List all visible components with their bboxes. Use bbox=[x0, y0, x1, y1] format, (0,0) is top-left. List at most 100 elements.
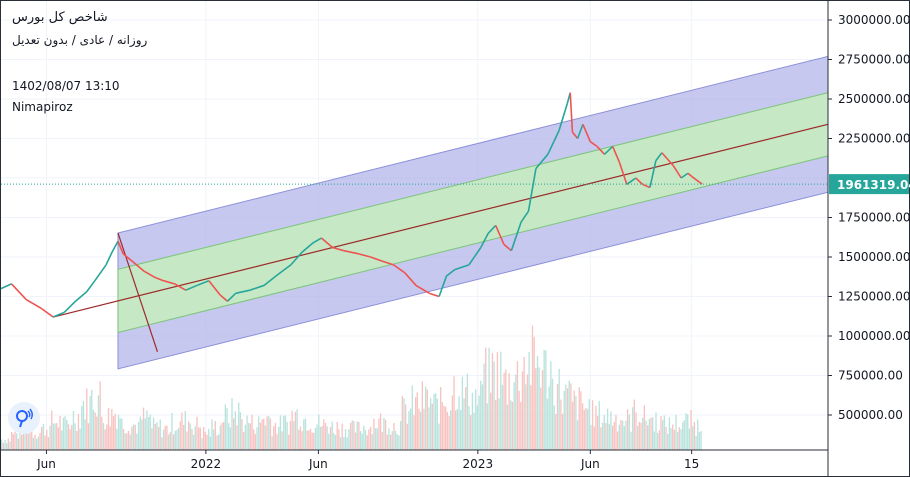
price-segment bbox=[25, 298, 42, 310]
volume-bar bbox=[618, 424, 620, 450]
price-segment bbox=[208, 280, 221, 296]
volume-bar bbox=[104, 429, 106, 450]
volume-bar bbox=[59, 415, 61, 450]
price-segment bbox=[649, 160, 657, 188]
volume-bar bbox=[668, 417, 671, 450]
price-segment bbox=[117, 240, 124, 255]
time-tick-label: 2023 bbox=[463, 457, 494, 471]
volume-bar bbox=[680, 429, 682, 450]
volume-bar bbox=[451, 395, 454, 450]
volume-bar bbox=[119, 418, 121, 450]
price-segment bbox=[132, 261, 145, 272]
volume-bar bbox=[254, 433, 257, 450]
volume-bar bbox=[6, 443, 8, 450]
volume-bar bbox=[271, 436, 273, 450]
volume-bar bbox=[505, 369, 507, 450]
volume-bar bbox=[413, 415, 415, 450]
volume-bar bbox=[550, 361, 552, 450]
price-segment bbox=[438, 275, 448, 297]
volume-bar bbox=[351, 420, 353, 450]
volume-bar bbox=[301, 431, 303, 450]
price-segment bbox=[196, 279, 210, 287]
price-segment bbox=[174, 283, 187, 291]
volume-bar bbox=[324, 422, 327, 450]
price-segment bbox=[312, 237, 322, 244]
time-tick-label: 15 bbox=[684, 457, 699, 471]
volume-bar bbox=[613, 421, 615, 450]
price-segment bbox=[154, 276, 164, 282]
volume-bar bbox=[566, 388, 569, 450]
volume-bar bbox=[364, 430, 367, 450]
price-tick-label: 1500000.00 bbox=[838, 250, 910, 264]
tradingview-logo-icon[interactable] bbox=[8, 402, 40, 434]
volume-bar bbox=[16, 433, 18, 450]
volume-bar bbox=[32, 437, 35, 450]
volume-bar bbox=[573, 390, 575, 450]
volume-bar bbox=[129, 434, 131, 450]
price-segment bbox=[122, 253, 134, 263]
price-segment bbox=[40, 307, 54, 318]
volume-bar bbox=[483, 363, 485, 450]
volume-bar bbox=[655, 412, 657, 450]
volume-bar bbox=[72, 411, 75, 450]
volume-bar bbox=[648, 418, 651, 450]
volume-bar bbox=[675, 414, 677, 450]
volume-bar bbox=[398, 435, 400, 450]
volume-bar bbox=[44, 435, 46, 450]
volume-bar bbox=[127, 430, 130, 450]
volume-bar bbox=[209, 436, 211, 450]
volume-bar bbox=[600, 427, 602, 450]
volume-bar bbox=[647, 425, 649, 450]
volume-bar bbox=[71, 424, 73, 450]
volume-bar bbox=[384, 420, 387, 450]
price-segment bbox=[520, 210, 530, 223]
volume-bar bbox=[92, 409, 95, 450]
volume-bar bbox=[273, 426, 275, 450]
volume-bar bbox=[64, 416, 66, 450]
volume-bar bbox=[139, 416, 141, 450]
volume-bar bbox=[665, 426, 667, 450]
volume-bar bbox=[187, 421, 190, 450]
volume-bar bbox=[450, 410, 452, 450]
volume-bar bbox=[358, 422, 360, 450]
volume-bar bbox=[481, 384, 484, 450]
volume-bar bbox=[299, 426, 302, 450]
volume-bar bbox=[293, 420, 295, 450]
volume-bar bbox=[473, 412, 475, 450]
volume-bar bbox=[238, 402, 240, 450]
volume-bar bbox=[94, 412, 96, 450]
volume-bar bbox=[2, 442, 5, 450]
volume-bar bbox=[376, 428, 378, 450]
price-segment bbox=[558, 103, 568, 131]
price-segment bbox=[404, 272, 417, 286]
volume-bar bbox=[429, 398, 432, 450]
volume-bar bbox=[510, 400, 512, 450]
price-tick-label: 1750000.00 bbox=[838, 211, 910, 225]
volume-bar bbox=[97, 395, 100, 450]
volume-bar bbox=[403, 398, 405, 450]
volume-bar bbox=[81, 405, 83, 450]
volume-bar bbox=[486, 403, 489, 450]
volume-bar bbox=[344, 429, 347, 450]
volume-bar bbox=[289, 420, 292, 450]
price-segment bbox=[494, 225, 505, 245]
volume-bar bbox=[353, 420, 355, 450]
volume-bar bbox=[201, 438, 203, 450]
volume-bar bbox=[531, 325, 534, 450]
price-segment bbox=[569, 92, 574, 133]
volume-bar bbox=[87, 423, 90, 450]
volume-bar bbox=[349, 422, 352, 450]
volume-bar bbox=[161, 437, 163, 450]
price-segment bbox=[105, 251, 113, 266]
price-tick-label: 2500000.00 bbox=[838, 92, 910, 106]
price-segment bbox=[94, 264, 107, 282]
volume-bar bbox=[21, 434, 23, 450]
price-segment bbox=[111, 240, 119, 253]
volume-bar bbox=[152, 417, 155, 450]
volume-bar bbox=[29, 428, 31, 450]
volume-bar bbox=[650, 417, 652, 450]
volume-bar bbox=[670, 427, 672, 450]
price-tick-label: 3000000.00 bbox=[838, 13, 910, 27]
volume-bar bbox=[177, 428, 180, 450]
